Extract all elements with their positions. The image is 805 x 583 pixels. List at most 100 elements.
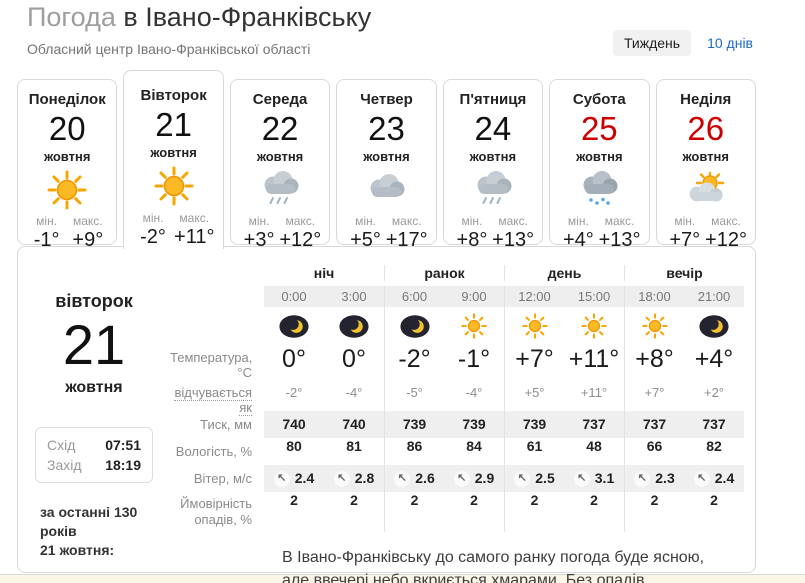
forecast-widget: Понеділок 20 жовтня мін. -1° макс. +9° Вів… — [17, 70, 756, 583]
wind-direction-icon: ↖ — [453, 470, 470, 487]
day-month: жовтня — [43, 148, 91, 164]
sun-icon — [47, 170, 87, 210]
next-section-strip — [0, 574, 805, 583]
humidity-cell: 80 — [286, 438, 302, 454]
max-label: макс. — [391, 213, 422, 228]
day-card-friday[interactable]: П'ятниця 24 жовтня мін. +8° макс. +13° — [442, 79, 544, 251]
min-label: мін. — [36, 213, 58, 228]
max-label: макс. — [604, 213, 635, 228]
cloud-rain-icon — [258, 170, 302, 210]
period-evening: вечір — [624, 265, 744, 281]
minmax-row: мін. +4° макс. +13° — [550, 214, 648, 252]
min-temp: -1° — [33, 228, 60, 251]
tab-10-days[interactable]: 10 днів — [707, 35, 753, 51]
page-subtitle: Обласний центр Івано-Франківської област… — [27, 41, 311, 57]
max-label: макс. — [711, 213, 741, 228]
precipitation-cell: 2 — [710, 492, 718, 508]
day-name: Середа — [252, 91, 308, 108]
day-card-wednesday[interactable]: Середа 22 жовтня мін. +3° макс. +12° — [229, 79, 331, 251]
precipitation-cell: 2 — [384, 492, 444, 532]
day-month: жовтня — [576, 148, 623, 164]
max-label: макс. — [498, 213, 528, 228]
wind-cell: ↖ 2.8 — [324, 465, 384, 492]
pressure-cell: 740 — [324, 411, 384, 438]
day-text-summary: В Івано-Франківську до самого ранку пого… — [282, 549, 705, 583]
wind-cell: ↖ 3.1 — [564, 465, 624, 492]
min-label: мін. — [461, 213, 483, 228]
sunrise-time: 07:51 — [105, 436, 141, 453]
pressure-row: Тиск, мм 740 740 739 739 739 737 737 737 — [170, 411, 745, 438]
max-temp: +12° — [705, 228, 747, 251]
day-card-monday[interactable]: Понеділок 20 жовтня мін. -1° макс. +9° — [17, 79, 118, 251]
tab-week[interactable]: Тиждень — [612, 30, 692, 56]
day-name: П'ятниця — [459, 91, 527, 108]
min-label: мін. — [567, 213, 589, 228]
wind-cell: ↖ 2.3 — [624, 465, 684, 492]
day-card-saturday[interactable]: Субота 25 жовтня мін. +4° макс. +13° — [549, 79, 650, 251]
pressure-cell: 740 — [264, 411, 324, 438]
hour-icons-row — [170, 307, 745, 345]
minmax-row: мін. -1° макс. +9° — [18, 214, 116, 252]
selected-date: 21 — [62, 313, 126, 376]
moon-icon — [684, 307, 744, 345]
day-month: жовтня — [682, 148, 729, 164]
temperature-cell: 0° — [342, 345, 366, 373]
sun-icon — [154, 166, 194, 207]
precipitation-row-label: Ймовірність опадів, % — [180, 495, 252, 527]
day-date-holiday: 26 — [687, 110, 725, 147]
wind-direction-icon: ↖ — [514, 470, 531, 487]
feels-like-label[interactable]: відчувається як — [174, 385, 252, 416]
day-card-thursday[interactable]: Четвер 23 жовтня мін. +5° макс. +17° — [336, 79, 437, 251]
sunset-label: Захід — [47, 457, 82, 474]
feels-like-cell: -4° — [345, 385, 363, 400]
humidity-cell: 82 — [706, 438, 722, 454]
feels-like-cell: +7° — [624, 385, 684, 415]
wind-direction-icon: ↖ — [693, 470, 710, 487]
temperature-row-label: Температура, °C — [170, 350, 253, 380]
page-header: Погода в Івано-Франківську Обласний цент… — [27, 2, 371, 57]
sunset-time: 18:19 — [105, 457, 141, 474]
max-label: макс. — [179, 211, 210, 225]
sun-cloud-icon — [683, 170, 729, 210]
precipitation-cell: 2 — [590, 492, 598, 508]
feels-like-cell: -2° — [285, 385, 303, 400]
time-cell: 9:00 — [444, 286, 504, 307]
wind-direction-icon: ↖ — [394, 470, 411, 487]
precipitation-cell: 2 — [470, 492, 478, 508]
max-temp: +13° — [492, 228, 535, 251]
day-month: жовтня — [256, 148, 304, 164]
wind-cell: ↖ 2.4 — [264, 465, 324, 492]
temperature-row: Температура, °C 0° 0° -2° -1° +7° +11° +… — [170, 345, 745, 385]
pressure-cell: 737 — [624, 411, 684, 438]
max-label: макс. — [285, 213, 316, 228]
weather-home-link[interactable]: Погода — [27, 2, 116, 32]
wind-cell: ↖ 2.4 — [684, 465, 744, 492]
history-note: за останні 130 років 21 жовтня: — [18, 503, 170, 560]
day-date-holiday: 25 — [580, 110, 618, 147]
precipitation-cell: 2 — [350, 492, 358, 508]
max-temp: +12° — [279, 228, 322, 251]
time-cell: 18:00 — [624, 286, 684, 307]
day-card-tuesday-selected[interactable]: Вівторок 21 жовтня мін. -2° макс. +11° — [123, 70, 224, 249]
time-cell: 15:00 — [564, 286, 624, 307]
page-title: Погода в Івано-Франківську — [27, 2, 371, 33]
day-month: жовтня — [469, 148, 517, 164]
max-temp: +13° — [598, 228, 641, 251]
wind-direction-icon: ↖ — [333, 470, 350, 487]
moon-icon — [324, 307, 384, 345]
day-month: жовтня — [150, 144, 197, 160]
day-month: жовтня — [363, 148, 410, 164]
min-temp: +5° — [350, 228, 381, 251]
temperature-cell: -1° — [457, 345, 491, 373]
min-label: мін. — [142, 211, 164, 225]
day-card-sunday[interactable]: Неділя 26 жовтня мін. +7° макс. +12° — [655, 79, 756, 251]
pressure-cell: 737 — [684, 411, 744, 438]
min-temp: +4° — [562, 228, 594, 251]
temperature-cell: +7° — [504, 345, 564, 385]
sun-icon — [444, 307, 504, 345]
feels-like-cell: +2° — [703, 385, 725, 400]
day-date: 22 — [261, 110, 299, 147]
hourly-table: ніч ранок день вечір 0:00 3:00 6:00 9:00… — [170, 247, 755, 583]
day-name: Четвер — [360, 91, 413, 108]
humidity-cell: 86 — [384, 438, 444, 465]
